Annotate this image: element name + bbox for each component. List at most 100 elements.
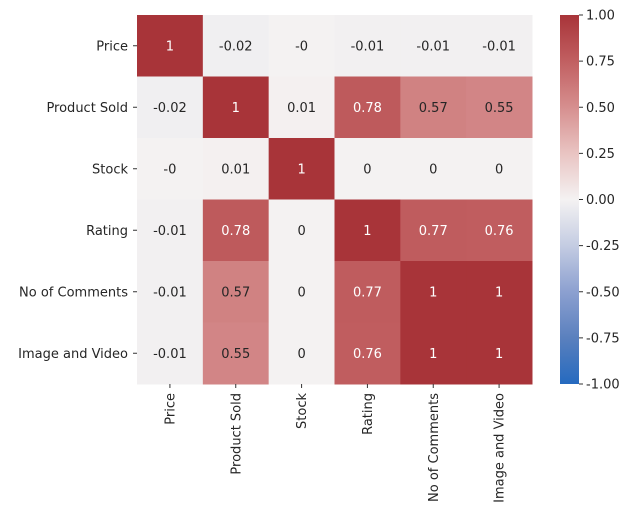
cell-value-label: -0 — [163, 162, 176, 177]
cell-value-label: 1 — [495, 285, 503, 300]
heatmap-cell — [400, 261, 467, 323]
y-tick-label: Image and Video — [18, 347, 128, 362]
x-tick-label: Price — [163, 393, 178, 425]
cell-value-label: -0.01 — [153, 285, 187, 300]
cell-value-label: 1 — [429, 285, 437, 300]
cell-value-label: 0 — [297, 285, 305, 300]
heatmap-cell-labels: 1 -0.02 -0 -0.01 -0.01 -0.01 -0.02 1 0.01 0.78 0.5… — [153, 39, 516, 362]
heatmap-cell — [202, 199, 270, 262]
heatmap-cell — [202, 322, 270, 385]
heatmap-cell — [400, 199, 467, 262]
colorbar-tick-label: 0.00 — [586, 193, 615, 208]
colorbar-tick-label: -0.25 — [586, 239, 620, 254]
heatmap-cell — [202, 15, 270, 77]
y-tick-label: Stock — [92, 162, 128, 177]
cell-value-label: 0.78 — [353, 101, 382, 116]
colorbar-tick-label: 1.00 — [586, 9, 615, 24]
heatmap-cell — [137, 322, 204, 385]
colorbar-tick-label: 0.75 — [586, 55, 615, 70]
heatmap-cell — [400, 15, 467, 77]
heatmap-cell — [466, 138, 533, 200]
cell-value-label: 1 — [429, 347, 437, 362]
cell-value-label: 0 — [429, 162, 437, 177]
x-axis: Price Product Sold Stock Rating No of Commen… — [163, 384, 508, 503]
cell-value-label: 0.01 — [221, 162, 250, 177]
heatmap-cell — [137, 76, 204, 139]
heatmap-cell — [268, 322, 335, 385]
cell-value-label: 0.57 — [221, 285, 250, 300]
cell-value-label: 0.57 — [419, 101, 448, 116]
heatmap-cell — [268, 261, 335, 323]
x-tick-label: Image and Video — [493, 393, 508, 503]
heatmap-cell — [466, 322, 533, 385]
heatmap-cell — [334, 138, 401, 200]
heatmap-cell — [334, 261, 401, 323]
y-tick-label: Price — [96, 39, 128, 54]
heatmap-cell — [466, 15, 533, 77]
heatmap-cell — [202, 138, 270, 200]
cell-value-label: -0.01 — [416, 39, 450, 54]
colorbar-tick-label: -0.50 — [586, 285, 620, 300]
heatmap-cell — [334, 199, 401, 262]
heatmap-cells — [137, 15, 533, 385]
heatmap-cell — [268, 199, 335, 262]
heatmap-cell — [202, 261, 270, 323]
cell-value-label: 1 — [232, 101, 240, 116]
heatmap-cell — [137, 138, 204, 200]
heatmap-cell — [334, 322, 401, 385]
cell-value-label: 0.76 — [485, 224, 514, 239]
colorbar-gradient — [560, 15, 579, 384]
cell-value-label: 0.78 — [221, 224, 250, 239]
heatmap-cell — [400, 138, 467, 200]
x-tick-label: Stock — [295, 393, 310, 429]
heatmap-cell — [466, 76, 533, 139]
cell-value-label: 0 — [363, 162, 371, 177]
x-tick-label: No of Comments — [427, 393, 442, 502]
y-axis: Price Product Sold Stock Rating No of Commen… — [18, 39, 137, 362]
colorbar-tick-label: -0.75 — [586, 331, 620, 346]
heatmap-cell — [137, 261, 204, 323]
heatmap-cell — [202, 76, 270, 139]
cell-value-label: -0.01 — [153, 347, 187, 362]
cell-value-label: -0.01 — [351, 39, 385, 54]
heatmap-cell — [268, 138, 335, 200]
heatmap-cell — [466, 261, 533, 323]
heatmap-cell — [137, 199, 204, 262]
cell-value-label: -0.02 — [219, 39, 253, 54]
heatmap-cell — [137, 15, 204, 77]
heatmap-cell — [268, 76, 335, 139]
cell-value-label: -0.02 — [153, 101, 187, 116]
cell-value-label: 1 — [363, 224, 371, 239]
cell-value-label: 0.55 — [485, 101, 514, 116]
cell-value-label: 1 — [166, 39, 174, 54]
heatmap-cell — [400, 322, 467, 385]
cell-value-label: 0.76 — [353, 347, 382, 362]
colorbar-tick-label: 0.25 — [586, 147, 615, 162]
cell-value-label: 0.01 — [287, 101, 316, 116]
x-tick-label: Rating — [361, 393, 376, 435]
cell-value-label: -0 — [295, 39, 308, 54]
y-tick-label: No of Comments — [19, 285, 128, 300]
cell-value-label: -0.01 — [482, 39, 516, 54]
cell-value-label: -0.01 — [153, 224, 187, 239]
cell-value-label: 1 — [297, 162, 305, 177]
cell-value-label: 0 — [297, 224, 305, 239]
heatmap-cell — [334, 76, 401, 139]
heatmap-cell — [268, 15, 335, 77]
colorbar-tick-label: 0.50 — [586, 101, 615, 116]
heatmap-cell — [400, 76, 467, 139]
y-tick-label: Product Sold — [46, 101, 128, 116]
heatmap-cell — [334, 15, 401, 77]
x-tick-label: Product Sold — [229, 393, 244, 475]
cell-value-label: 1 — [495, 347, 503, 362]
cell-value-label: 0.77 — [419, 224, 448, 239]
cell-value-label: 0 — [495, 162, 503, 177]
cell-value-label: 0 — [297, 347, 305, 362]
heatmap-cell — [466, 199, 533, 262]
cell-value-label: 0.77 — [353, 285, 382, 300]
colorbar-tick-label: -1.00 — [586, 378, 620, 393]
colorbar: 1.00 0.75 0.50 0.25 0.00 -0.25 -0.50 -0.75 -1.00 — [560, 9, 620, 393]
y-tick-label: Rating — [86, 224, 128, 239]
cell-value-label: 0.55 — [221, 347, 250, 362]
